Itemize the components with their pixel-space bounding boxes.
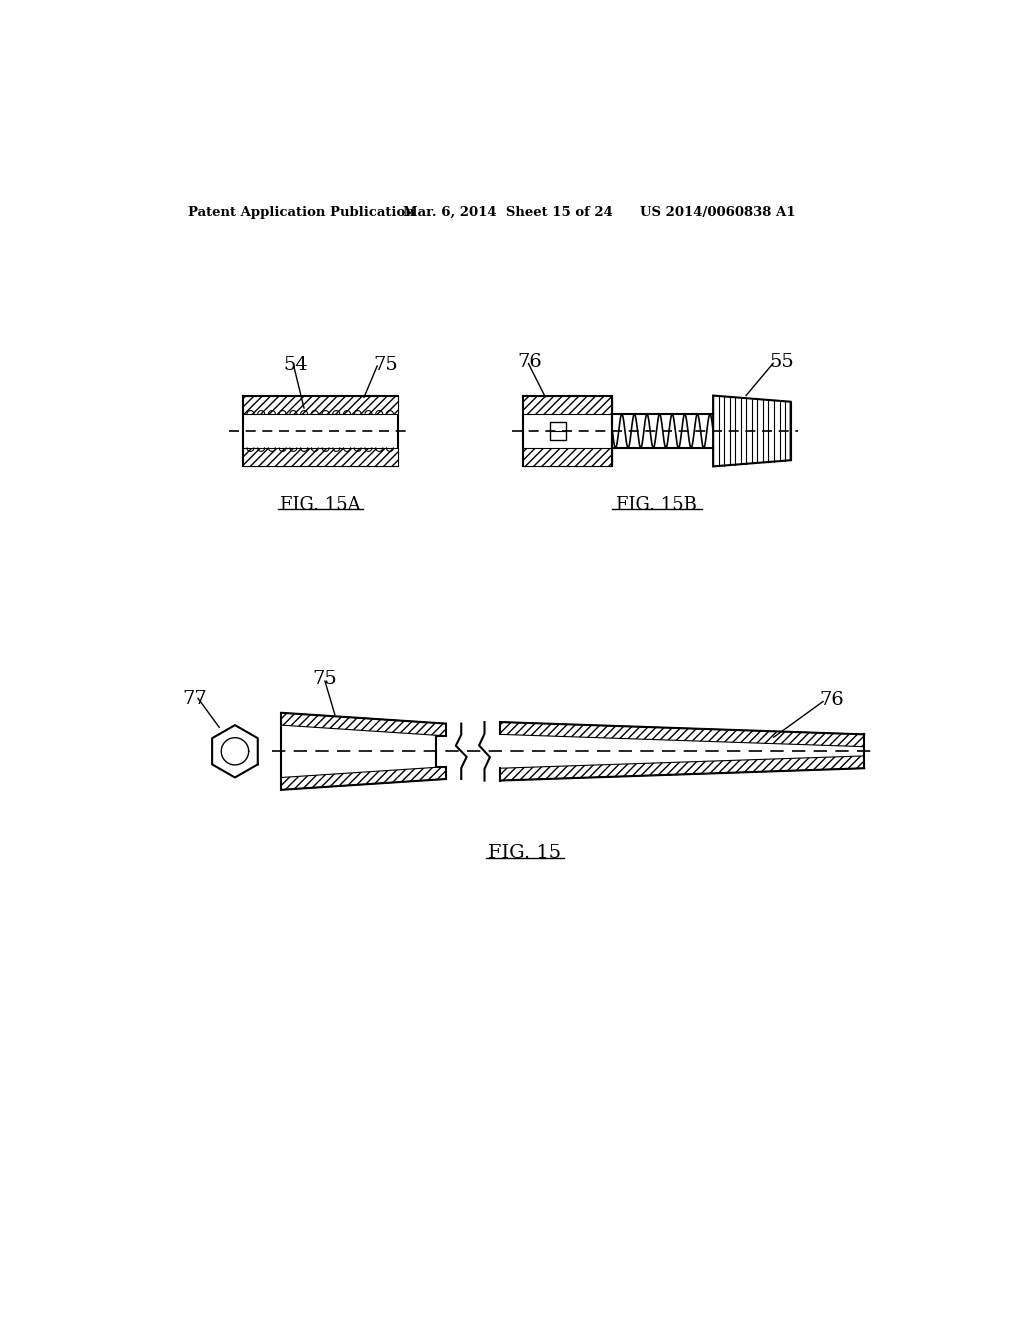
Text: 77: 77	[182, 690, 207, 709]
Polygon shape	[282, 713, 445, 737]
Text: 76: 76	[517, 354, 542, 371]
Polygon shape	[243, 447, 397, 466]
Text: 55: 55	[769, 354, 794, 371]
Text: FIG. 15A: FIG. 15A	[280, 496, 360, 513]
Text: Patent Application Publication: Patent Application Publication	[188, 206, 415, 219]
Polygon shape	[282, 767, 445, 789]
Text: 75: 75	[373, 355, 397, 374]
Text: 76: 76	[819, 692, 844, 709]
Polygon shape	[523, 447, 612, 466]
Text: US 2014/0060838 A1: US 2014/0060838 A1	[640, 206, 795, 219]
Polygon shape	[500, 722, 864, 747]
Polygon shape	[523, 396, 612, 414]
Text: FIG. 15: FIG. 15	[488, 843, 561, 862]
Text: FIG. 15B: FIG. 15B	[616, 496, 697, 513]
Polygon shape	[500, 756, 864, 780]
Text: 75: 75	[312, 669, 337, 688]
Polygon shape	[243, 396, 397, 414]
Text: Mar. 6, 2014  Sheet 15 of 24: Mar. 6, 2014 Sheet 15 of 24	[403, 206, 613, 219]
Text: 54: 54	[283, 355, 308, 374]
